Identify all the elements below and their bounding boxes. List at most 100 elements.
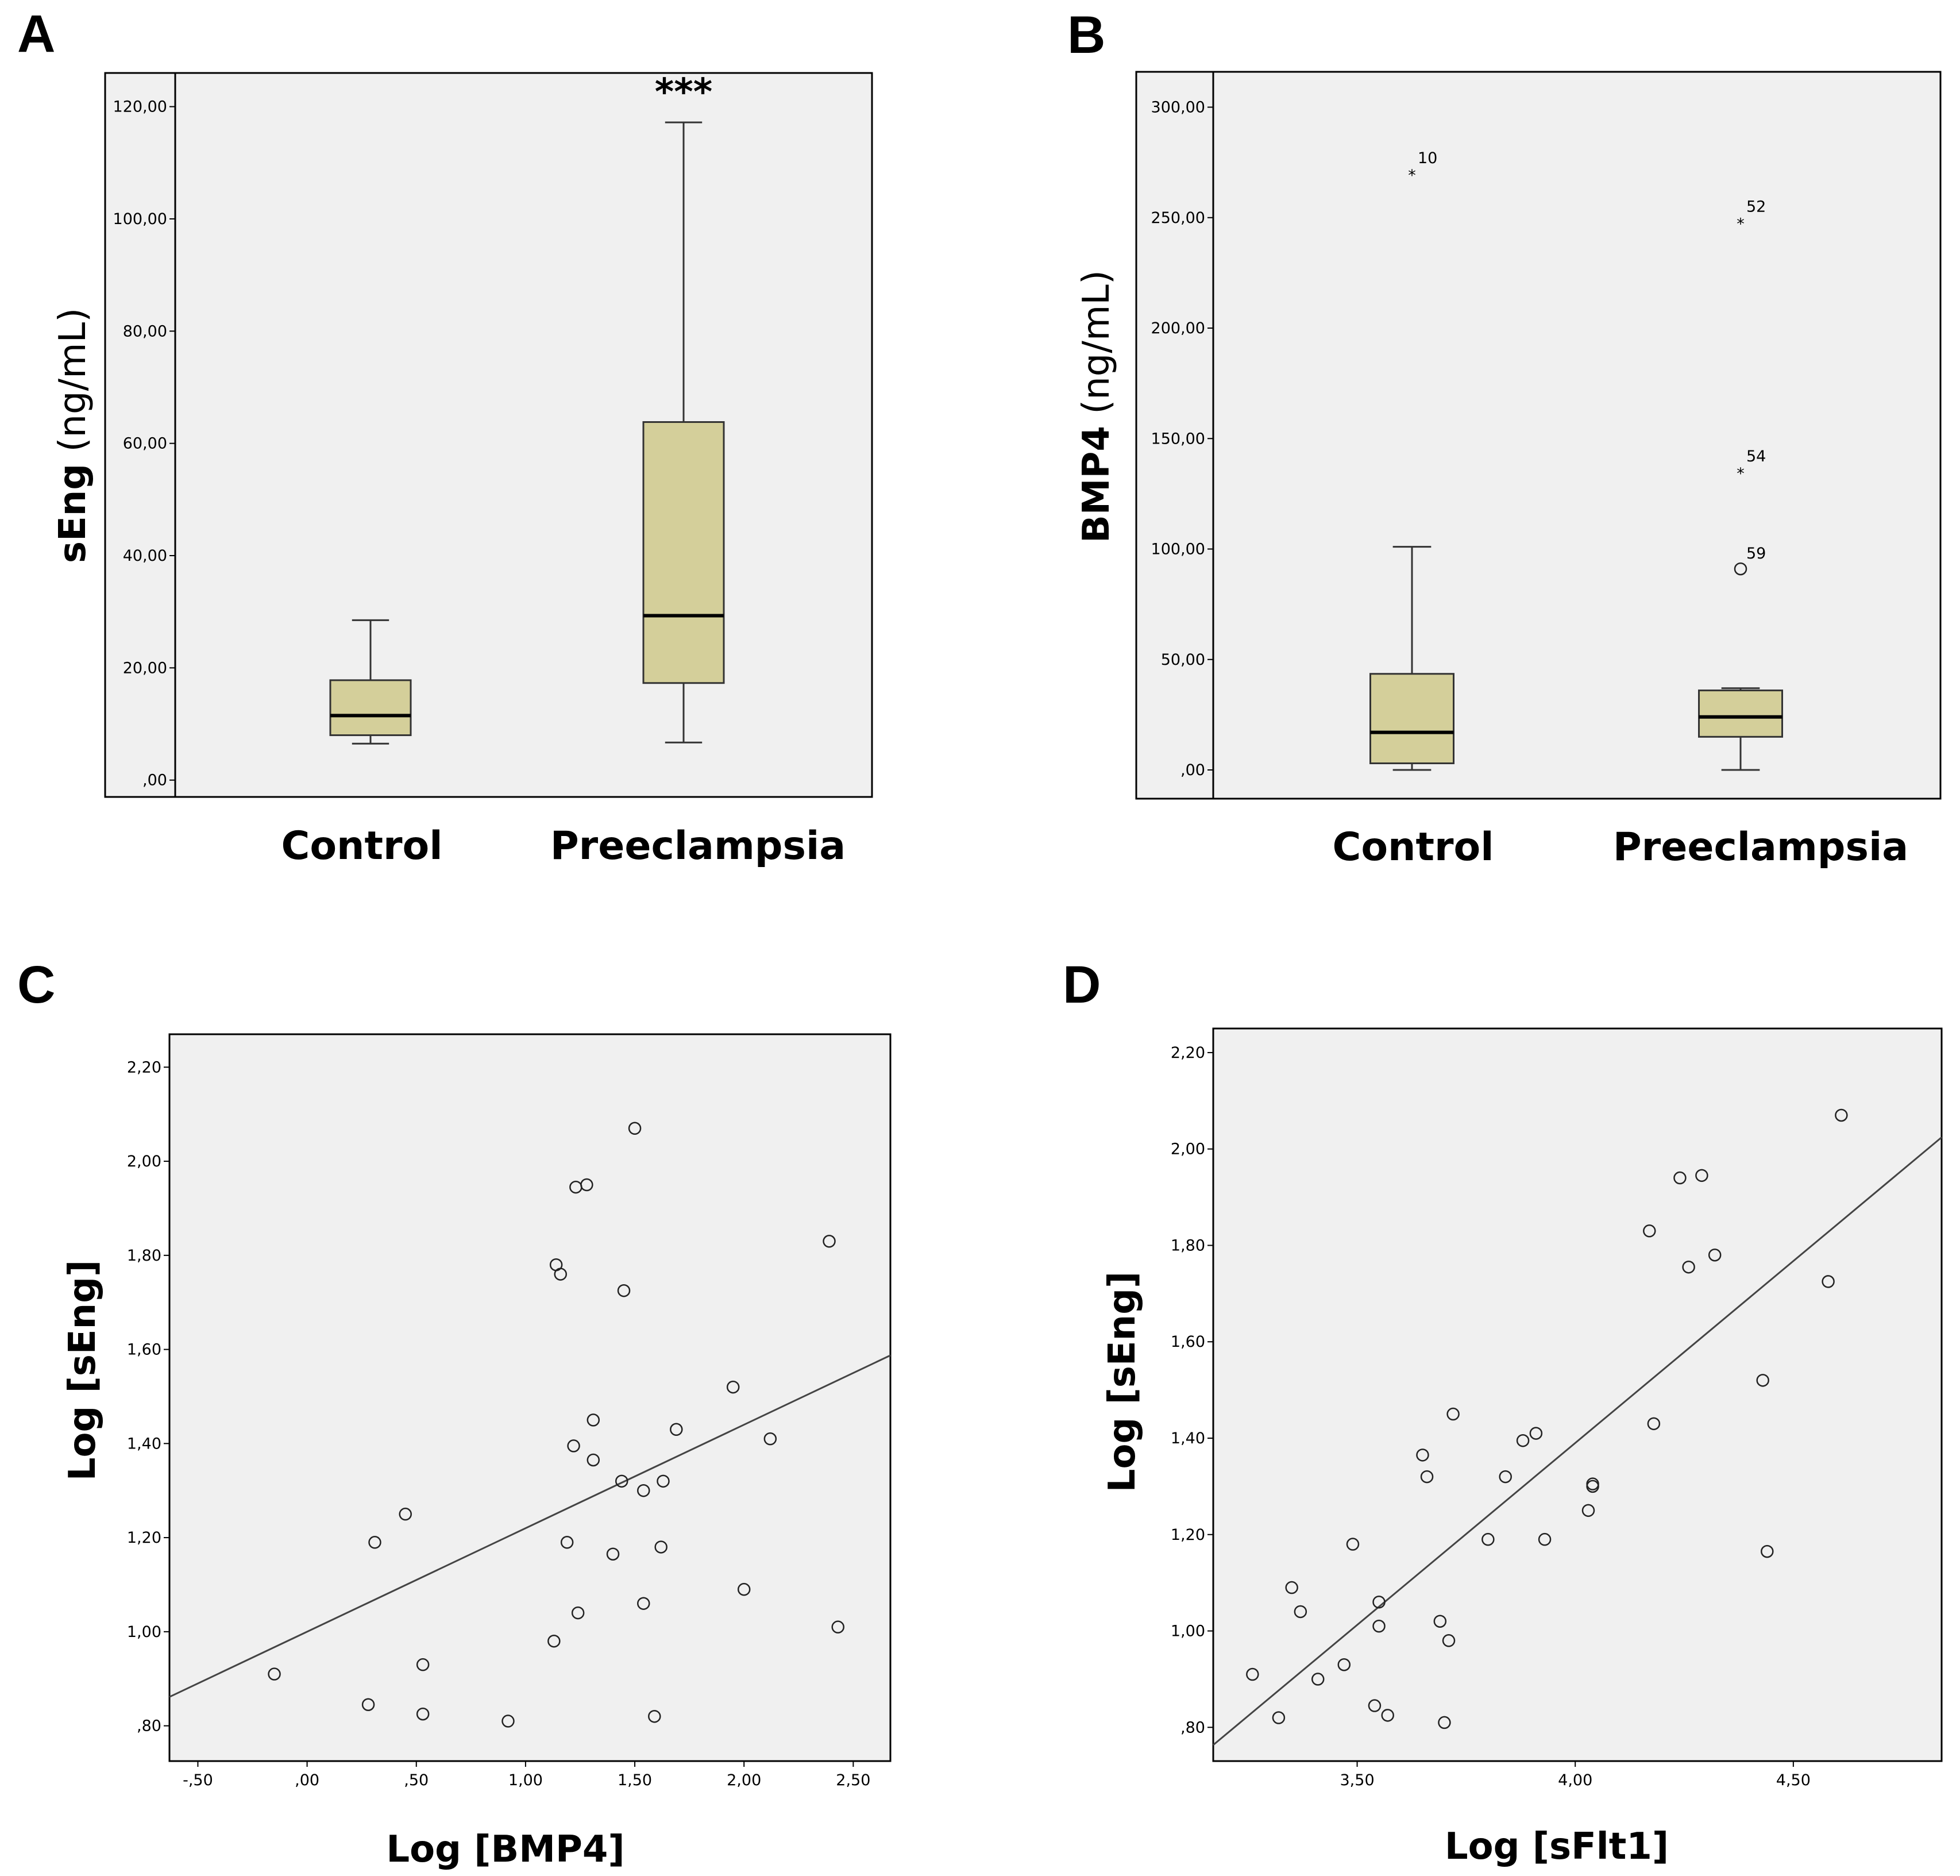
y-tick-label: 1,00 (127, 1623, 161, 1641)
panel-b-y-axis-title-main: BMP4 (1075, 426, 1118, 543)
scatter-point (1581, 1504, 1595, 1517)
scatter-point (1538, 1532, 1552, 1546)
panel-d-points (1213, 1108, 1942, 1746)
x-tick-label: 1,00 (508, 1771, 543, 1789)
scatter-point (606, 1547, 620, 1561)
scatter-point (1499, 1470, 1512, 1484)
scatter-point (1756, 1374, 1769, 1387)
scatter-point (560, 1536, 574, 1549)
scatter-point (547, 1634, 561, 1648)
panel-a-x-label-control: Control (281, 823, 442, 869)
scatter-point (1442, 1634, 1456, 1647)
panel-d-x-axis-title: Log [sFlt1] (1445, 1825, 1669, 1868)
scatter-point (763, 1432, 777, 1446)
y-tick-label: ,00 (1180, 761, 1205, 779)
panel-c-y-ticks: ,80 1,00 1,20 1,40 1,60 1,80 2,00 2,20 (127, 1058, 169, 1735)
scatter-point (1643, 1224, 1656, 1238)
y-tick-label: 2,00 (1171, 1141, 1205, 1158)
scatter-point (1586, 1477, 1599, 1490)
y-tick-label: 250,00 (1151, 209, 1205, 227)
scatter-point (1516, 1434, 1530, 1447)
panel-b-x-label-preeclampsia: Preeclampsia (1613, 825, 1908, 870)
y-tick-label: 2,20 (1171, 1044, 1205, 1062)
scatter-point (637, 1484, 650, 1497)
scatter-point (1285, 1581, 1298, 1594)
y-tick-label: 1,20 (1171, 1526, 1205, 1544)
panel-d-plot-area (1212, 1027, 1943, 1762)
scatter-point (823, 1235, 836, 1248)
scatter-point (416, 1707, 430, 1721)
scatter-point (1433, 1615, 1447, 1628)
scatter-point (587, 1453, 600, 1467)
regression-line (1213, 1137, 1942, 1746)
panel-letter-b: B (1067, 6, 1105, 64)
scatter-point (368, 1536, 381, 1549)
panel-c-y-axis-title: Log [sEng] (61, 1260, 104, 1481)
x-tick-label: -,50 (183, 1771, 213, 1789)
panel-c-plot-area (168, 1033, 892, 1762)
y-tick-label: 2,00 (127, 1153, 161, 1170)
x-tick-label: 3,50 (1340, 1771, 1375, 1789)
y-tick-label: 1,80 (127, 1247, 161, 1265)
scatter-point (1416, 1449, 1429, 1462)
y-tick-label: 1,40 (1171, 1430, 1205, 1447)
scatter-point (567, 1439, 580, 1453)
y-tick-label: 100,00 (1151, 541, 1205, 558)
scatter-point (648, 1709, 661, 1723)
outlier-id-label: 52 (1746, 198, 1766, 215)
x-tick-label: ,00 (295, 1771, 319, 1789)
y-tick-label: ,80 (1180, 1719, 1205, 1736)
panel-a-y-axis-title-unit: (ng/mL) (52, 308, 94, 464)
scatter-point (268, 1667, 281, 1681)
scatter-point (571, 1606, 585, 1620)
panel-b-y-axis-title-unit: (ng/mL) (1075, 270, 1118, 426)
panel-c-scatter: ,80 1,00 1,20 1,40 1,60 1,80 2,00 2,20 -,50 ,00,… (61, 1033, 892, 1871)
scatter-point (617, 1284, 631, 1297)
scatter-point (1673, 1171, 1687, 1185)
panel-a-plot-area (104, 72, 873, 798)
y-tick-label: 20,00 (123, 659, 167, 677)
panel-letter-c: C (17, 956, 55, 1014)
regression-line (169, 1354, 891, 1698)
panel-b-boxplot: ,00 50,00 100,00 150,00 200,00 250,00 300,00 *… (1075, 71, 1942, 870)
scatter-point (654, 1540, 668, 1554)
y-tick-label: 50,00 (1161, 651, 1205, 669)
box-iqr (1369, 673, 1454, 764)
panel-c-x-axis-title: Log [BMP4] (386, 1828, 624, 1871)
scatter-point (1311, 1673, 1325, 1686)
y-tick-label: ,80 (137, 1717, 161, 1735)
scatter-point (1438, 1716, 1451, 1729)
scatter-point (637, 1597, 650, 1610)
panel-a-x-label-preeclampsia: Preeclampsia (550, 823, 846, 869)
scatter-point (1346, 1538, 1360, 1551)
box-iqr (329, 679, 412, 737)
y-tick-label: 1,20 (127, 1529, 161, 1547)
x-tick-label: 4,00 (1558, 1771, 1592, 1789)
scatter-point (1372, 1619, 1386, 1633)
scatter-point (587, 1413, 600, 1427)
scatter-point (1294, 1605, 1307, 1619)
x-tick-label: ,50 (404, 1771, 429, 1789)
scatter-point (657, 1474, 670, 1488)
y-tick-label: ,00 (142, 772, 167, 789)
scatter-point (1420, 1470, 1434, 1484)
y-tick-label: 300,00 (1151, 99, 1205, 117)
scatter-point (361, 1698, 375, 1711)
y-tick-label: 2,20 (127, 1058, 161, 1076)
panel-b-plot-area (1135, 71, 1942, 800)
y-tick-label: 1,40 (127, 1435, 161, 1453)
panel-d-y-ticks: ,80 1,00 1,20 1,40 1,60 1,80 2,00 2,20 (1171, 1044, 1213, 1736)
scatter-point (1246, 1667, 1259, 1681)
y-tick-label: 200,00 (1151, 319, 1205, 337)
scatter-point (737, 1582, 751, 1596)
scatter-point (501, 1715, 515, 1728)
panel-b-x-label-control: Control (1332, 825, 1494, 870)
outlier-id-label: 54 (1746, 448, 1766, 465)
panel-letter-a: A (17, 5, 55, 63)
y-tick-label: 1,60 (1171, 1333, 1205, 1351)
scatter-point (1372, 1595, 1386, 1609)
panel-letter-d: D (1063, 956, 1101, 1014)
